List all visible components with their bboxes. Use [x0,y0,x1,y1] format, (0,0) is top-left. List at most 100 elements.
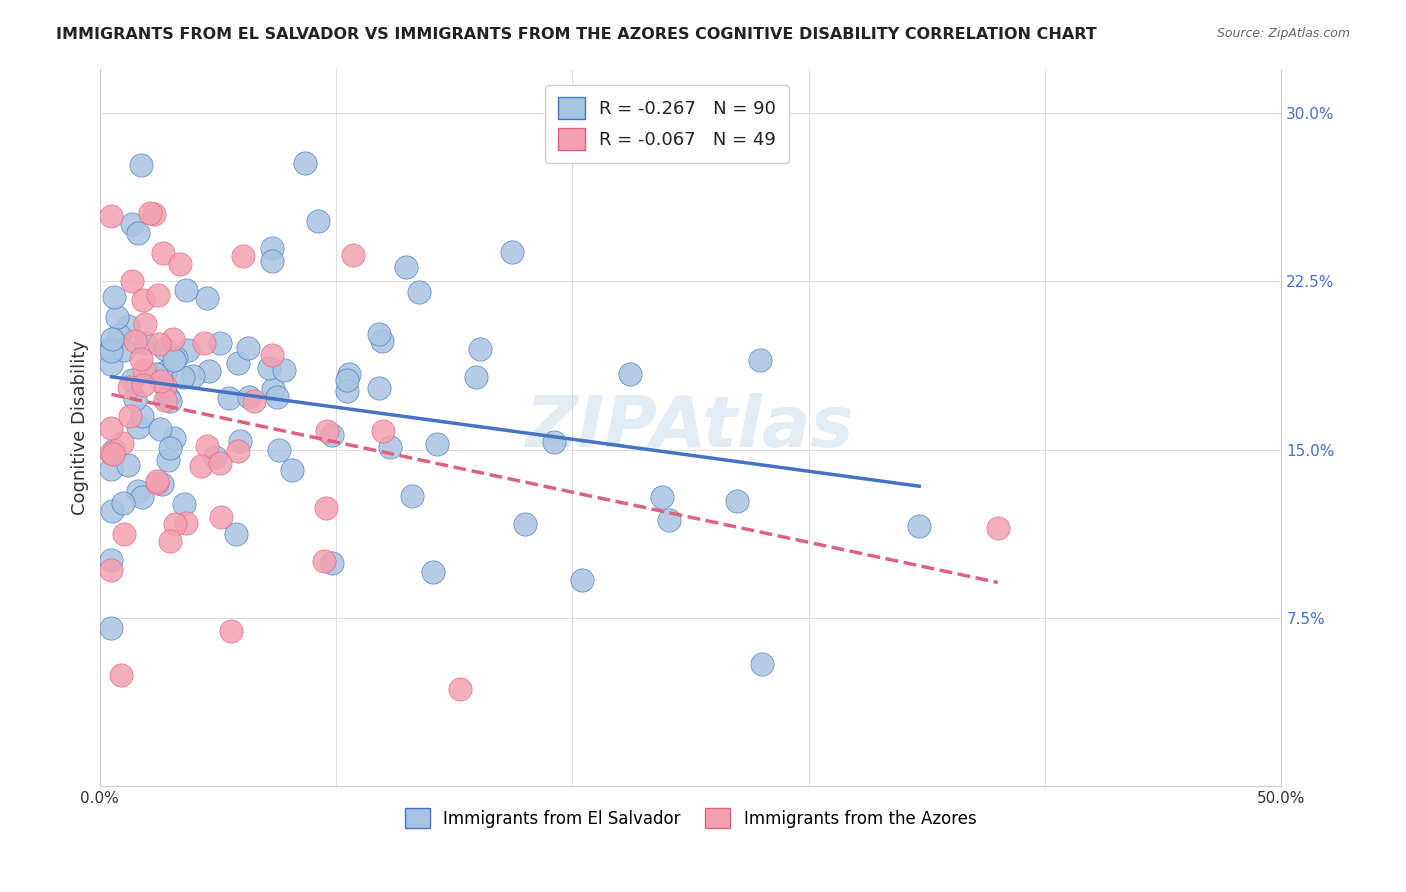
Point [371,424,394,438]
Point [501,245,523,260]
Point [204,450,226,464]
Point [139,206,162,220]
Point [172,370,194,384]
Point [219,624,242,639]
Point [294,156,316,170]
Point [464,370,486,384]
Point [105,310,128,324]
Point [543,435,565,450]
Point [127,420,149,434]
Text: ZIPAtlas: ZIPAtlas [526,392,855,462]
Point [173,497,195,511]
Point [152,246,174,260]
Point [148,422,170,436]
Point [165,351,187,366]
Point [100,343,122,358]
Point [132,363,155,377]
Point [150,375,173,389]
Point [100,446,122,460]
Point [143,207,166,221]
Point [100,621,122,635]
Point [321,556,343,570]
Point [157,453,180,467]
Point [236,341,259,355]
Point [209,510,232,524]
Point [121,217,143,231]
Point [658,513,681,527]
Point [117,458,139,472]
Point [209,336,232,351]
Point [228,356,250,370]
Point [132,293,155,308]
Point [129,158,152,172]
Text: Source: ZipAtlas.com: Source: ZipAtlas.com [1216,27,1350,40]
Point [312,553,335,567]
Point [198,364,221,378]
Point [100,210,122,224]
Point [181,368,204,383]
Point [468,342,491,356]
Point [150,477,173,491]
Point [100,462,122,476]
Point [145,367,167,381]
Point [134,336,156,351]
Point [103,291,125,305]
Y-axis label: Cognitive Disability: Cognitive Disability [72,340,89,515]
Point [169,257,191,271]
Point [100,552,122,566]
Point [120,409,142,423]
Point [380,440,402,454]
Point [159,393,181,408]
Point [101,447,124,461]
Point [315,424,337,438]
Point [127,483,149,498]
Point [131,409,153,423]
Point [408,285,430,300]
Point [260,253,283,268]
Point [229,434,252,449]
Point [368,327,391,342]
Point [146,287,169,301]
Point [395,260,418,274]
Legend: Immigrants from El Salvador, Immigrants from the Azores: Immigrants from El Salvador, Immigrants … [398,801,983,835]
Point [174,283,197,297]
Point [145,474,167,488]
Point [232,249,254,263]
Point [238,390,260,404]
Point [426,436,449,450]
Point [101,333,124,347]
Point [225,527,247,541]
Point [108,328,131,343]
Point [162,332,184,346]
Point [259,361,281,376]
Point [121,274,143,288]
Point [163,431,186,445]
Point [260,348,283,362]
Point [153,365,176,379]
Point [100,341,122,355]
Point [336,373,359,387]
Point [134,318,156,332]
Point [117,318,139,333]
Point [112,527,135,541]
Point [193,335,215,350]
Point [100,357,122,371]
Point [163,353,186,368]
Point [401,489,423,503]
Point [124,392,146,407]
Point [422,566,444,580]
Point [195,292,218,306]
Point [218,391,240,405]
Point [127,227,149,241]
Point [131,490,153,504]
Point [226,444,249,458]
Point [725,493,748,508]
Point [157,390,180,404]
Point [103,442,125,457]
Point [111,436,134,450]
Point [121,373,143,387]
Point [145,476,167,491]
Point [751,657,773,672]
Point [321,428,343,442]
Point [307,214,329,228]
